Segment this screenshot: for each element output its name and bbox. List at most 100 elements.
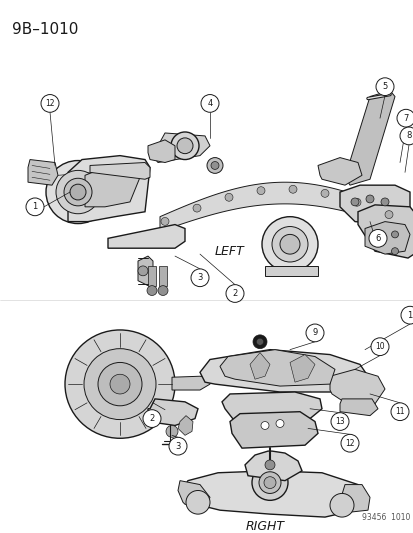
Circle shape [225, 285, 243, 302]
Circle shape [41, 94, 59, 112]
Text: 12: 12 [344, 439, 354, 448]
Circle shape [142, 410, 161, 427]
Circle shape [64, 178, 92, 206]
Text: 12: 12 [45, 99, 55, 108]
Polygon shape [147, 140, 175, 163]
Circle shape [260, 422, 268, 430]
Text: 13: 13 [335, 417, 344, 426]
Circle shape [161, 217, 169, 225]
Polygon shape [108, 224, 185, 248]
Circle shape [330, 413, 348, 431]
Circle shape [256, 187, 264, 195]
Circle shape [391, 231, 398, 238]
Circle shape [370, 338, 388, 356]
Text: 5: 5 [382, 82, 387, 91]
Polygon shape [159, 266, 166, 286]
Polygon shape [68, 156, 150, 222]
Circle shape [350, 198, 358, 206]
Circle shape [224, 193, 233, 201]
Circle shape [169, 437, 187, 455]
Circle shape [275, 419, 283, 427]
Text: 1: 1 [32, 203, 38, 211]
Polygon shape [219, 350, 334, 386]
Circle shape [171, 132, 199, 159]
Circle shape [305, 324, 323, 342]
Polygon shape [339, 185, 409, 224]
Circle shape [190, 269, 209, 287]
Text: 7: 7 [402, 114, 408, 123]
Polygon shape [138, 256, 153, 286]
Polygon shape [159, 182, 409, 231]
Polygon shape [171, 376, 209, 390]
Circle shape [211, 161, 218, 169]
Circle shape [147, 286, 157, 295]
Circle shape [110, 374, 130, 394]
Text: 1: 1 [406, 311, 412, 320]
Circle shape [288, 185, 296, 193]
Circle shape [206, 158, 223, 173]
Polygon shape [249, 353, 269, 379]
Polygon shape [244, 451, 301, 481]
Circle shape [259, 472, 280, 494]
Polygon shape [28, 159, 58, 185]
Text: 2: 2 [232, 289, 237, 298]
Polygon shape [147, 399, 197, 425]
Circle shape [391, 248, 398, 255]
Polygon shape [264, 266, 317, 276]
Circle shape [192, 204, 201, 212]
Text: 3: 3 [175, 442, 180, 451]
Circle shape [138, 266, 147, 276]
Circle shape [261, 217, 317, 272]
Text: LEFT: LEFT [215, 245, 244, 257]
Circle shape [158, 286, 168, 295]
Circle shape [329, 494, 353, 517]
Text: 3: 3 [197, 273, 202, 282]
Circle shape [98, 362, 142, 406]
Circle shape [177, 138, 192, 154]
Circle shape [384, 211, 392, 219]
Polygon shape [339, 399, 377, 416]
Polygon shape [150, 133, 209, 163]
Polygon shape [178, 481, 209, 507]
Text: 4: 4 [207, 99, 212, 108]
Text: 93456  1010: 93456 1010 [361, 513, 409, 522]
Circle shape [201, 94, 218, 112]
Circle shape [399, 127, 413, 145]
Circle shape [263, 477, 275, 489]
Circle shape [252, 335, 266, 349]
Circle shape [65, 330, 175, 438]
Polygon shape [221, 392, 321, 422]
Polygon shape [289, 354, 314, 382]
Text: 11: 11 [394, 407, 404, 416]
Circle shape [368, 230, 386, 247]
Circle shape [252, 465, 287, 500]
Polygon shape [147, 266, 156, 286]
Text: 6: 6 [375, 234, 380, 243]
Polygon shape [178, 416, 192, 435]
Polygon shape [180, 471, 364, 517]
Circle shape [340, 434, 358, 452]
Polygon shape [85, 167, 140, 207]
Polygon shape [364, 222, 409, 254]
Circle shape [370, 233, 377, 240]
Text: RIGHT: RIGHT [245, 520, 284, 533]
Circle shape [390, 403, 408, 421]
Circle shape [166, 425, 178, 437]
Polygon shape [329, 369, 384, 406]
Polygon shape [90, 163, 150, 179]
Circle shape [320, 189, 328, 197]
Circle shape [56, 171, 100, 214]
Circle shape [46, 160, 110, 223]
Circle shape [271, 227, 307, 262]
Circle shape [365, 195, 373, 203]
Polygon shape [317, 158, 361, 185]
Polygon shape [357, 205, 413, 258]
Circle shape [185, 490, 209, 514]
Circle shape [84, 349, 156, 419]
Circle shape [26, 198, 44, 216]
Text: 2: 2 [149, 414, 154, 423]
Circle shape [375, 78, 393, 95]
Circle shape [256, 338, 263, 345]
Text: 10: 10 [374, 342, 384, 351]
Circle shape [279, 235, 299, 254]
